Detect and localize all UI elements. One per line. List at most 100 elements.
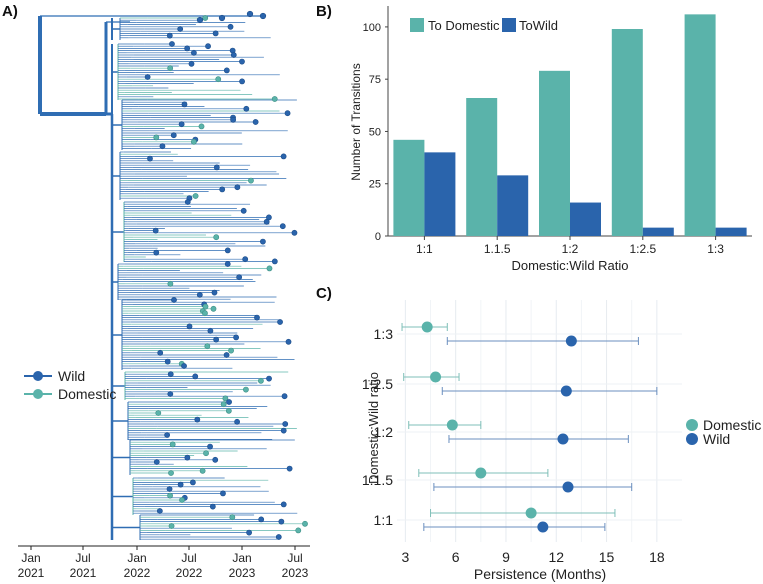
transitions-bar-panel: B) 0 25 50 75 100 1:1 1.1.5 1:2 1:2.5 1:3 Number… <box>316 3 752 273</box>
tree-tip <box>228 347 234 354</box>
tree-tip <box>286 465 293 472</box>
tree-tip <box>271 258 278 265</box>
bar-x-tick-label: 1:2.5 <box>629 242 656 256</box>
tree-tip <box>266 265 273 272</box>
tree-tip <box>167 280 174 287</box>
tree-tip <box>219 186 226 193</box>
legend-wild-label: Wild <box>58 368 85 384</box>
tree-legend: Wild Domestic <box>24 368 116 402</box>
tree-tip <box>243 386 249 393</box>
mean-point-wild-3 <box>560 385 572 397</box>
persistence-x-tick-label: 9 <box>502 549 510 565</box>
tree-tip <box>190 49 197 56</box>
bar-x-ticks: 1:1 1.1.5 1:2 1:2.5 1:3 <box>416 236 724 256</box>
tree-tip <box>246 10 254 18</box>
bar-x-tick-label: 1:2 <box>562 242 579 256</box>
persistence-y-tick-label: 1:3 <box>374 326 394 342</box>
tree-tip <box>254 314 260 321</box>
tree-tip <box>209 503 216 510</box>
tree-tip <box>227 23 234 30</box>
bar-x-tick-label: 1:3 <box>707 242 724 256</box>
legend-domestic-dot <box>686 419 698 431</box>
tree-tip <box>213 164 220 171</box>
persistence-xlabel: Persistence (Months) <box>474 566 606 582</box>
legend-to-wild-label: ToWild <box>519 18 558 33</box>
tree-tip <box>153 459 160 465</box>
tree-tip <box>181 101 188 108</box>
tree-tick-year: 2023 <box>282 566 309 580</box>
legend-to-domestic-swatch <box>410 18 424 32</box>
persistence-legend: Domestic Wild <box>686 417 761 447</box>
mean-point-domestic-4 <box>421 321 433 333</box>
tree-tip <box>252 119 259 125</box>
bar-y-tick-label: 50 <box>369 126 381 138</box>
tree-tip <box>275 534 282 540</box>
tree-tip <box>295 527 302 534</box>
tree-tip <box>159 143 166 150</box>
tree-tip <box>164 432 171 438</box>
tree-tip <box>177 26 184 32</box>
tree-tip <box>167 492 173 499</box>
legend-domestic-label: Domestic <box>703 417 761 433</box>
tree-tip <box>196 16 204 24</box>
persistence-plot-area <box>397 300 682 542</box>
tree-tip <box>181 363 187 369</box>
tree-tip <box>223 352 230 358</box>
legend-wild-label: Wild <box>703 431 730 447</box>
persistence-panel: C) 1:1 1:1.5 1:2 1:2.5 1:3 3 6 9 12 15 18 Domesti… <box>316 285 761 582</box>
bar-ylabel: Number of Transitions <box>349 63 363 180</box>
tree-tip <box>281 393 288 400</box>
tree-tip <box>169 441 176 448</box>
tree-tip <box>202 310 208 317</box>
mean-point-domestic-1 <box>475 467 487 479</box>
bar-legend: To Domestic ToWild <box>410 18 558 33</box>
tree-tick-month: Jul <box>181 551 196 565</box>
tree-tip <box>144 74 151 80</box>
bars <box>393 14 747 237</box>
tree-tip <box>230 116 237 123</box>
tree-tip <box>285 338 292 345</box>
mean-point-domestic-0 <box>525 507 537 519</box>
tree-tip <box>271 96 278 102</box>
tree-tip <box>196 291 203 298</box>
tree-tip <box>157 349 164 356</box>
bar-y-ticks: 0 25 50 75 100 <box>363 22 388 243</box>
tree-tip <box>210 305 217 312</box>
tree-tip <box>266 375 272 382</box>
tree-tip <box>167 391 174 397</box>
tree-tip <box>279 223 286 230</box>
tree-tip <box>169 41 175 47</box>
mean-point-domestic-2 <box>446 419 458 431</box>
legend-domestic-label: Domestic <box>58 386 116 402</box>
tree-tip <box>259 12 267 20</box>
tree-tip <box>184 45 191 52</box>
tree-tip <box>164 358 171 365</box>
tree-tick-year: 2022 <box>124 566 151 580</box>
tree-tip <box>207 327 214 334</box>
tree-tip <box>170 132 177 139</box>
tree-tip <box>184 199 191 205</box>
bar-y-tick-label: 100 <box>363 22 381 34</box>
tree-tip <box>229 514 236 521</box>
bar-to-wild-0 <box>424 152 456 236</box>
tree-tip <box>207 443 213 450</box>
tree-tip <box>205 43 211 50</box>
tree-tip <box>284 110 291 117</box>
tree-tick-month: Jul <box>75 551 90 565</box>
persistence-x-ticks: 3 6 9 12 15 18 <box>401 549 664 565</box>
tree-tip <box>258 516 265 523</box>
tree-tip <box>188 60 195 67</box>
tree-tip <box>233 334 240 341</box>
tree-tip <box>171 297 177 303</box>
tree-tip <box>155 410 162 416</box>
tree-tip <box>280 153 287 160</box>
legend-wild-dot <box>33 371 43 381</box>
tree-branches <box>38 15 305 540</box>
tree-tip <box>167 65 174 72</box>
bar-to-wild-2 <box>570 202 601 236</box>
tree-tip <box>189 479 196 486</box>
persistence-x-tick-label: 3 <box>401 549 409 565</box>
tree-tick-month: Jul <box>287 551 302 565</box>
tree-tick-year: 2022 <box>176 566 203 580</box>
